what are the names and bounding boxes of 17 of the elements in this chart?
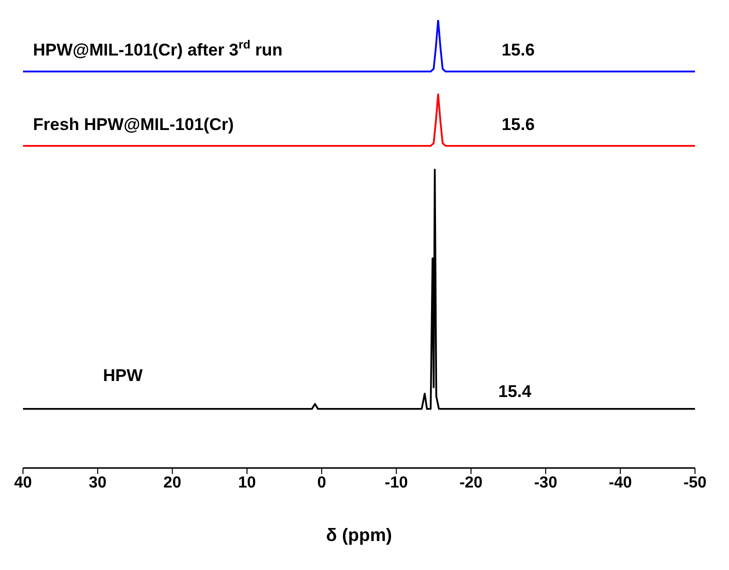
x-tick-label: -20: [459, 474, 483, 492]
annotation: 15.6: [502, 114, 535, 134]
x-tick-label: -50: [683, 474, 707, 492]
x-tick-label: 20: [163, 474, 182, 492]
x-tick-label: 10: [238, 474, 256, 492]
x-tick-label: 0: [317, 474, 326, 492]
x-tick-label: -10: [384, 474, 408, 492]
x-tick-label: 30: [88, 474, 107, 492]
annotation: 15.6: [502, 40, 535, 60]
x-tick-label: 40: [14, 474, 32, 492]
annotation: 15.4: [498, 382, 532, 401]
x-tick-label: -30: [534, 474, 558, 492]
series-label: HPW: [103, 366, 144, 385]
x-axis-title: δ (ppm): [326, 524, 392, 545]
x-tick-label: -40: [608, 474, 632, 492]
series-label: HPW@MIL-101(Cr) after 3$^{rd}$ run: [33, 38, 283, 60]
series-label: Fresh HPW@MIL-101(Cr): [33, 114, 234, 134]
